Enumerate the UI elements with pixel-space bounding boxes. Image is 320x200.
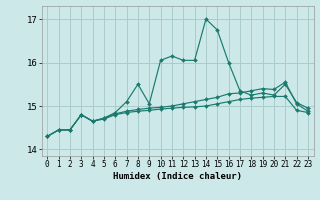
X-axis label: Humidex (Indice chaleur): Humidex (Indice chaleur) bbox=[113, 172, 242, 181]
